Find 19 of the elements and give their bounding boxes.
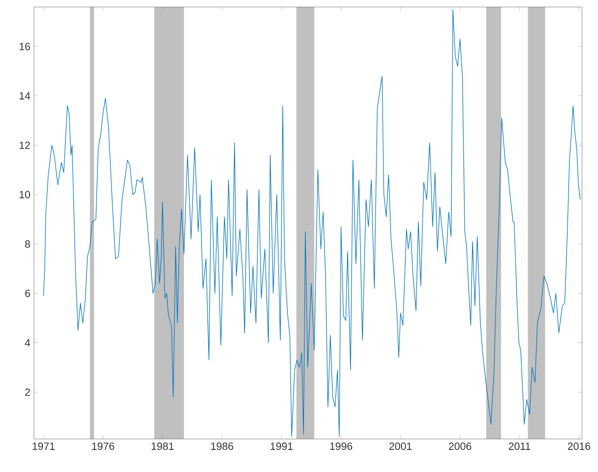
x-tick-label: 1981 bbox=[152, 442, 174, 450]
x-tick-label: 1976 bbox=[92, 442, 114, 450]
x-tick-label: 1991 bbox=[270, 442, 293, 450]
x-tick-label: 2016 bbox=[568, 442, 590, 450]
y-tick-label: 16 bbox=[20, 42, 30, 50]
x-tick-label: 2011 bbox=[508, 442, 530, 450]
y-tick-label: 4 bbox=[24, 339, 30, 346]
x-tick-label: 1986 bbox=[211, 442, 234, 450]
x-tick-label: 2006 bbox=[448, 442, 472, 450]
y-tick-label: 14 bbox=[20, 92, 30, 100]
x-tick-label: 1996 bbox=[330, 442, 352, 450]
y-tick-label: 2 bbox=[25, 388, 30, 396]
y-tick-label: 12 bbox=[20, 142, 30, 149]
y-tick-label: 6 bbox=[25, 290, 30, 298]
x-tick-label: 1971 bbox=[32, 442, 55, 450]
line-series bbox=[43, 9, 581, 437]
y-tick-label: 8 bbox=[25, 240, 30, 248]
y-tick-label: 10 bbox=[20, 190, 30, 198]
x-tick-label: 2001 bbox=[389, 442, 412, 450]
